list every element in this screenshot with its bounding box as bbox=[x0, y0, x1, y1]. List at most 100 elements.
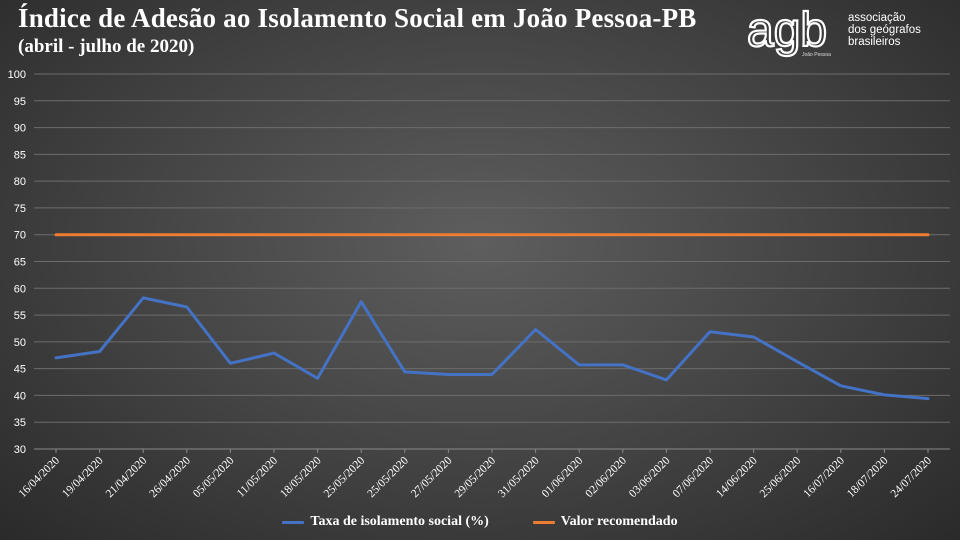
legend-label-recommended: Valor recomendado bbox=[560, 514, 678, 529]
x-tick-label: 01/06/2020 bbox=[540, 454, 586, 500]
svg-text:agb: agb bbox=[747, 4, 827, 57]
x-tick-label: 16/04/2020 bbox=[17, 454, 63, 500]
y-tick-label: 80 bbox=[14, 176, 26, 188]
y-tick-label: 60 bbox=[14, 283, 26, 295]
data-point-isolation[interactable] bbox=[184, 305, 189, 310]
y-tick-label: 45 bbox=[14, 364, 26, 376]
x-tick-label: 02/06/2020 bbox=[583, 454, 629, 500]
series-lines bbox=[54, 232, 931, 401]
x-axis-ticks: 16/04/202019/04/202021/04/202026/04/2020… bbox=[17, 449, 935, 500]
data-point-isolation[interactable] bbox=[882, 392, 887, 397]
x-tick-label: 25/05/2020 bbox=[322, 454, 368, 500]
data-point-isolation[interactable] bbox=[315, 376, 320, 381]
data-point-recommended[interactable] bbox=[315, 232, 320, 237]
data-point-isolation[interactable] bbox=[272, 351, 277, 356]
data-point-recommended[interactable] bbox=[664, 232, 669, 237]
y-tick-label: 55 bbox=[14, 310, 26, 322]
y-tick-label: 90 bbox=[14, 123, 26, 135]
data-point-isolation[interactable] bbox=[926, 396, 931, 401]
y-tick-label: 50 bbox=[14, 337, 26, 349]
x-tick-label: 14/06/2020 bbox=[714, 454, 760, 500]
logo-subtitle: João Pessoa bbox=[802, 52, 831, 58]
data-point-isolation[interactable] bbox=[708, 329, 713, 334]
data-point-isolation[interactable] bbox=[838, 383, 843, 388]
y-tick-label: 85 bbox=[14, 149, 26, 161]
data-point-recommended[interactable] bbox=[620, 232, 625, 237]
data-point-isolation[interactable] bbox=[490, 372, 495, 377]
x-tick-label: 07/06/2020 bbox=[671, 454, 717, 500]
data-point-recommended[interactable] bbox=[577, 232, 582, 237]
data-point-recommended[interactable] bbox=[141, 232, 146, 237]
data-point-isolation[interactable] bbox=[228, 361, 233, 366]
data-point-recommended[interactable] bbox=[402, 232, 407, 237]
data-point-recommended[interactable] bbox=[97, 232, 102, 237]
data-point-isolation[interactable] bbox=[751, 335, 756, 340]
data-point-isolation[interactable] bbox=[664, 377, 669, 382]
y-tick-label: 100 bbox=[8, 69, 26, 81]
y-tick-label: 70 bbox=[14, 230, 26, 242]
data-point-recommended[interactable] bbox=[184, 232, 189, 237]
agb-logo-icon: agb bbox=[746, 3, 828, 58]
y-tick-label: 40 bbox=[14, 390, 26, 402]
x-tick-label: 16/07/2020 bbox=[801, 454, 847, 500]
data-point-isolation[interactable] bbox=[402, 369, 407, 374]
x-tick-label: 24/07/2020 bbox=[889, 454, 935, 500]
data-point-isolation[interactable] bbox=[54, 355, 59, 360]
data-point-isolation[interactable] bbox=[620, 362, 625, 367]
x-tick-label: 21/04/2020 bbox=[104, 454, 150, 500]
legend-item-recommended[interactable]: Valor recomendado bbox=[532, 512, 678, 532]
data-point-recommended[interactable] bbox=[54, 232, 59, 237]
data-point-isolation[interactable] bbox=[446, 372, 451, 377]
x-tick-label: 25/06/2020 bbox=[758, 454, 804, 500]
data-point-recommended[interactable] bbox=[490, 232, 495, 237]
x-tick-label: 26/04/2020 bbox=[147, 454, 193, 500]
data-point-recommended[interactable] bbox=[272, 232, 277, 237]
x-tick-label: 19/04/2020 bbox=[60, 454, 106, 500]
y-tick-label: 65 bbox=[14, 257, 26, 269]
data-point-recommended[interactable] bbox=[926, 232, 931, 237]
x-tick-label: 11/05/2020 bbox=[235, 454, 280, 499]
data-point-recommended[interactable] bbox=[446, 232, 451, 237]
data-point-recommended[interactable] bbox=[751, 232, 756, 237]
data-point-recommended[interactable] bbox=[838, 232, 843, 237]
data-point-recommended[interactable] bbox=[795, 232, 800, 237]
x-tick-label: 31/05/2020 bbox=[496, 454, 542, 500]
x-tick-label: 18/07/2020 bbox=[845, 454, 891, 500]
data-point-isolation[interactable] bbox=[577, 362, 582, 367]
logo-text-line2: dos geógrafos bbox=[848, 24, 921, 36]
legend-item-isolation[interactable]: Taxa de isolamento social (%) bbox=[282, 512, 489, 532]
chart-legend: Taxa de isolamento social (%) Valor reco… bbox=[0, 512, 960, 532]
data-point-isolation[interactable] bbox=[795, 359, 800, 364]
data-point-isolation[interactable] bbox=[97, 349, 102, 354]
logo-text-line1: associação bbox=[848, 12, 906, 24]
legend-swatch-isolation bbox=[282, 520, 305, 524]
chart-title: Índice de Adesão ao Isolamento Social em… bbox=[18, 3, 697, 33]
legend-swatch-recommended bbox=[532, 520, 555, 524]
x-tick-label: 18/05/2020 bbox=[278, 454, 324, 500]
gridlines bbox=[34, 73, 950, 450]
y-tick-label: 30 bbox=[14, 444, 26, 456]
y-axis-ticks: 30 35 40 45 50 55 60 65 70 75 80 85 90 95 100 bbox=[8, 69, 26, 456]
series-line-isolation[interactable] bbox=[54, 296, 930, 401]
data-point-recommended[interactable] bbox=[533, 232, 538, 237]
logo-text: associação dos geógrafos brasileiros bbox=[848, 12, 958, 48]
logo-text-line3: brasileiros bbox=[848, 36, 901, 48]
x-tick-label: 05/05/2020 bbox=[191, 454, 237, 500]
y-tick-label: 95 bbox=[14, 96, 26, 108]
chart-subtitle: (abril - julho de 2020) bbox=[18, 36, 195, 57]
legend-label-isolation: Taxa de isolamento social (%) bbox=[310, 514, 489, 529]
y-tick-label: 35 bbox=[14, 417, 26, 429]
x-tick-label: 27/05/2020 bbox=[409, 454, 455, 500]
data-point-isolation[interactable] bbox=[359, 299, 364, 304]
data-point-recommended[interactable] bbox=[359, 232, 364, 237]
data-point-recommended[interactable] bbox=[708, 232, 713, 237]
x-tick-label: 03/06/2020 bbox=[627, 454, 673, 500]
data-point-isolation[interactable] bbox=[141, 295, 146, 300]
data-point-isolation[interactable] bbox=[533, 327, 538, 332]
y-tick-label: 75 bbox=[14, 203, 26, 215]
data-point-recommended[interactable] bbox=[882, 232, 887, 237]
data-point-recommended[interactable] bbox=[228, 232, 233, 237]
x-tick-label: 29/05/2020 bbox=[453, 454, 499, 500]
x-tick-label: 25/05/2020 bbox=[365, 454, 411, 500]
